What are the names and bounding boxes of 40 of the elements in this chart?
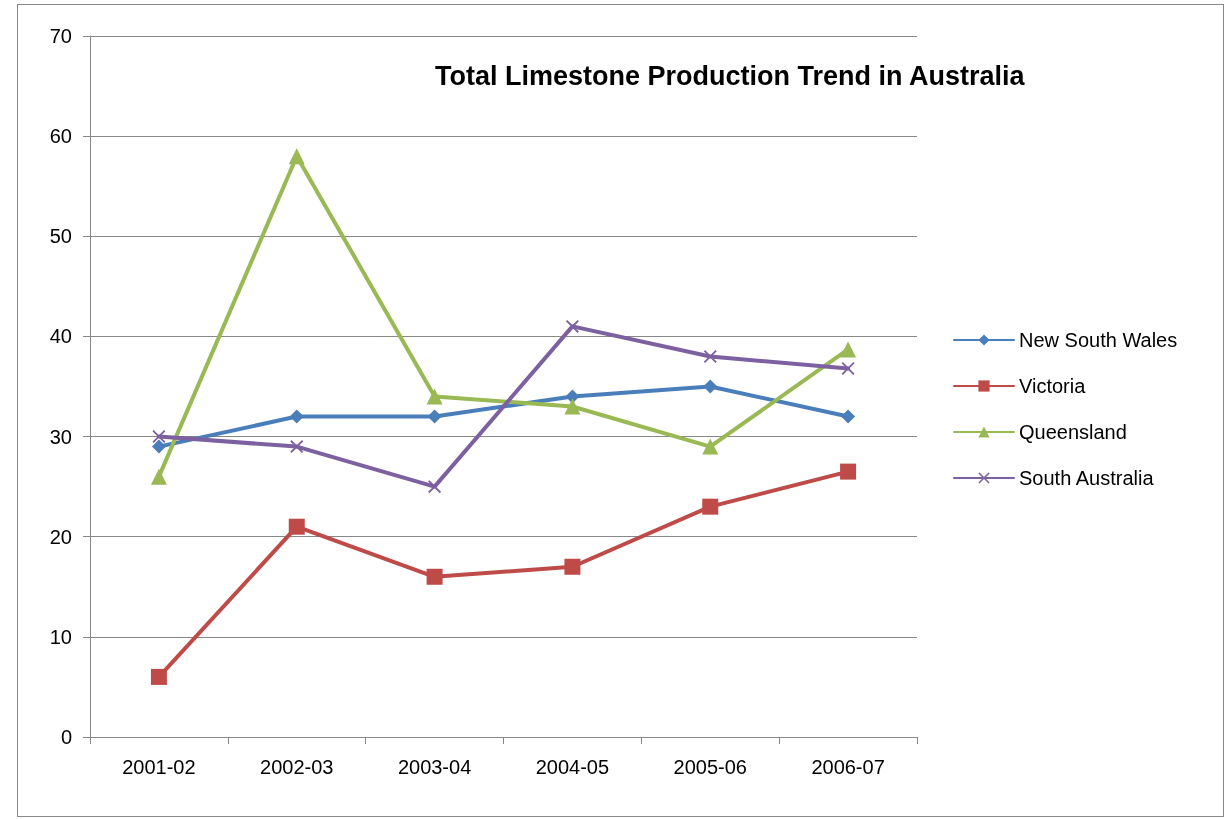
y-tick-label: 60: [49, 125, 72, 148]
point: [840, 341, 857, 358]
y-tick-label: 50: [49, 225, 72, 248]
legend-label: Queensland: [1019, 421, 1127, 443]
y-tick-label: 20: [49, 525, 72, 548]
point: [150, 668, 167, 685]
point: [840, 463, 857, 480]
point: [428, 480, 442, 494]
legend-label: Victoria: [1019, 375, 1087, 397]
point: [288, 518, 305, 535]
point: [289, 409, 304, 424]
point: [841, 409, 856, 424]
y-tick-label: 30: [49, 425, 72, 448]
point: [703, 349, 717, 363]
y-tick-label: 40: [49, 325, 72, 348]
x-tick-label: 2005-06: [673, 756, 747, 778]
point: [427, 409, 442, 424]
legend-label: South Australia: [1019, 467, 1155, 489]
point: [288, 148, 305, 165]
x-tick-label: 2004-05: [535, 756, 610, 778]
point: [702, 438, 719, 455]
point: [150, 468, 167, 485]
point: [565, 319, 579, 333]
point: [564, 398, 581, 415]
x-tick-label: 2003-04: [397, 756, 472, 778]
point: [426, 568, 443, 585]
point: [564, 558, 581, 575]
x-tick-label: 2006-07: [811, 756, 885, 778]
point: [703, 379, 718, 394]
point: [702, 498, 719, 515]
point: [290, 440, 304, 454]
x-tick-label: 2002-03: [260, 756, 334, 778]
y-tick-label: 10: [49, 625, 72, 648]
legend-label: New South Wales: [1019, 329, 1178, 351]
text: Total Limestone Production Trend in Australia: [435, 60, 1026, 91]
y-tick-label: 70: [49, 25, 72, 47]
y-tick-label: 0: [60, 726, 72, 748]
point: [151, 439, 166, 454]
point: [426, 388, 443, 405]
x-tick-label: 2001-02: [122, 756, 196, 778]
